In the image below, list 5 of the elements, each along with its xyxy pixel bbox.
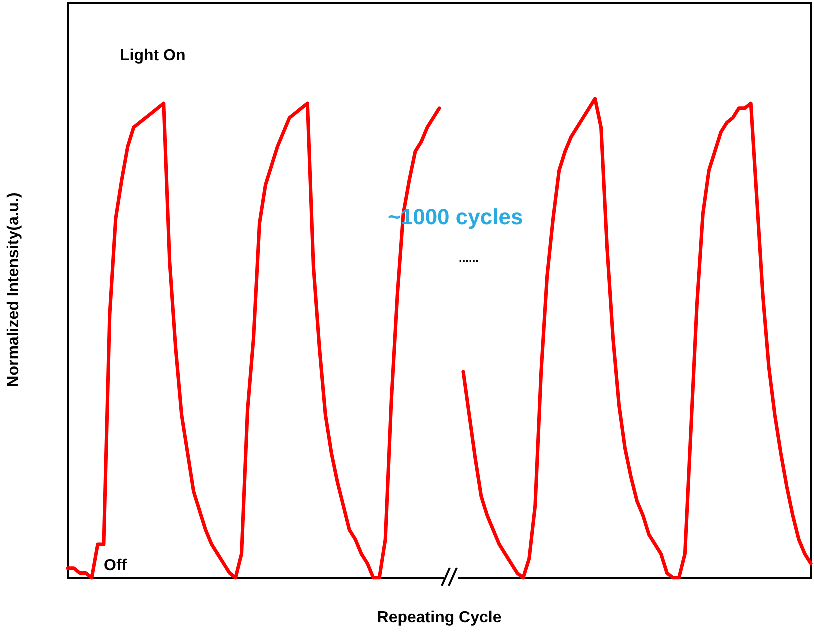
annotation: ...... [459, 251, 480, 265]
y-axis-title: Normalized Intensity(a.u.) [6, 192, 22, 388]
annotation: Off [104, 558, 128, 574]
text: Light On [120, 48, 186, 64]
x-axis-title: Repeating Cycle [377, 610, 502, 626]
